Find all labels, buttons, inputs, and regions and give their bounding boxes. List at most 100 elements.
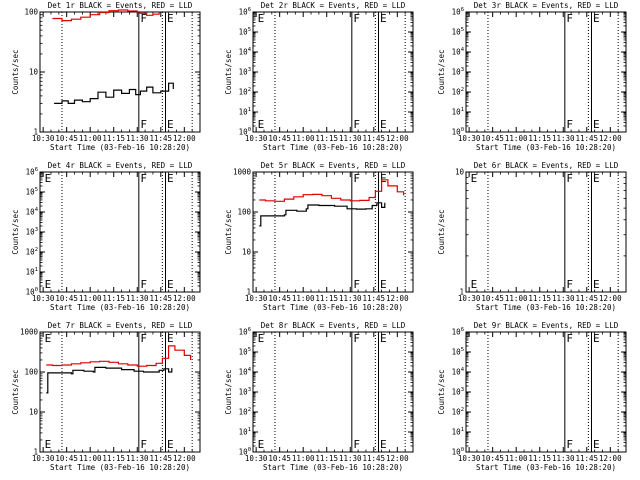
flag-marker-label: F — [566, 12, 573, 25]
flag-marker-label: E — [45, 438, 52, 451]
y-tick-label: 1 — [459, 288, 464, 297]
detector-panel: Det 6r BLACK = Events, RED = LLD 1 10 10:30… — [437, 161, 627, 312]
x-tick-label: 11:30 — [126, 134, 149, 143]
detector-panel: Det 9r BLACK = Events, RED = LLD 100 101 10… — [437, 321, 627, 472]
x-tick-label: 10:45 — [268, 454, 291, 463]
y-tick-label: 106 — [26, 167, 38, 177]
x-tick-label: 10:45 — [268, 294, 291, 303]
detector-panel: Det 3r BLACK = Events, RED = LLD 100 101 10… — [437, 1, 627, 152]
series-line-events — [259, 202, 386, 227]
detector-panel: Det 5r BLACK = Events, RED = LLD 1 10 100 10… — [224, 161, 414, 312]
y-tick-label: 102 — [26, 247, 38, 257]
plot-frame — [465, 11, 627, 133]
panel-title: Det 9r BLACK = Events, RED = LLD — [474, 321, 619, 330]
y-tick-label: 100 — [24, 368, 38, 377]
x-tick-label: 11:45 — [149, 454, 172, 463]
series-line-lld — [259, 179, 405, 202]
flag-marker-label: F — [140, 438, 147, 451]
y-tick-label: 101 — [239, 107, 251, 117]
y-axis-label: Counts/sec — [437, 209, 446, 254]
y-tick-label: 104 — [452, 47, 465, 57]
x-tick-label: 10:30 — [32, 454, 55, 463]
y-tick-label: 106 — [452, 327, 464, 337]
y-tick-label: 10 — [242, 248, 252, 257]
y-tick-label: 105 — [239, 27, 251, 37]
x-tick-label: 11:45 — [149, 294, 172, 303]
panel-title: Det 5r BLACK = Events, RED = LLD — [261, 161, 406, 170]
flag-marker-label: E — [167, 12, 174, 25]
x-tick-label: 10:45 — [268, 134, 291, 143]
flag-marker-label: E — [593, 438, 600, 451]
detector-panel: Det 7r BLACK = Events, RED = LLD 1 10 100 10… — [11, 321, 201, 472]
y-tick-label: 103 — [26, 227, 38, 237]
x-tick-label: 11:30 — [126, 294, 149, 303]
panel-title: Det 1r BLACK = Events, RED = LLD — [48, 1, 193, 10]
flag-marker-label: F — [353, 332, 360, 345]
y-tick-label: 103 — [239, 387, 251, 397]
x-tick-label: 11:15 — [315, 134, 338, 143]
x-tick-label: 10:45 — [55, 134, 78, 143]
plot-frame — [39, 11, 201, 133]
flag-marker-label: E — [45, 332, 52, 345]
flag-marker-label: E — [593, 172, 600, 185]
x-tick-label: 11:00 — [505, 294, 528, 303]
x-tick-label: 10:30 — [245, 134, 268, 143]
flag-marker-label: E — [258, 332, 265, 345]
flag-marker-label: E — [380, 118, 387, 131]
x-tick-label: 12:00 — [599, 454, 622, 463]
flag-marker-label: F — [353, 118, 360, 131]
y-tick-label: 105 — [26, 187, 38, 197]
x-tick-label: 11:15 — [102, 454, 125, 463]
plot-frame — [252, 11, 414, 133]
y-axis-label: Counts/sec — [11, 369, 20, 414]
y-tick-label: 102 — [239, 87, 251, 97]
x-tick-label: 10:45 — [481, 294, 504, 303]
x-tick-label: 11:30 — [126, 454, 149, 463]
x-tick-label: 10:30 — [245, 294, 268, 303]
x-tick-label: 11:00 — [292, 454, 315, 463]
y-tick-label: 104 — [26, 207, 39, 217]
detector-panel: Det 1r BLACK = Events, RED = LLD 1 10 100 10… — [11, 1, 201, 152]
flag-marker-label: F — [566, 118, 573, 131]
x-tick-label: 10:45 — [481, 454, 504, 463]
x-tick-label: 10:30 — [458, 294, 481, 303]
plot-frame — [465, 171, 627, 293]
y-tick-label: 101 — [452, 107, 464, 117]
panel-title: Det 6r BLACK = Events, RED = LLD — [474, 161, 619, 170]
flag-marker-label: E — [593, 12, 600, 25]
y-tick-label: 100 — [239, 447, 251, 457]
y-tick-label: 10 — [29, 68, 39, 77]
y-tick-label: 100 — [239, 127, 251, 137]
series-line-lld — [52, 9, 160, 22]
y-tick-label: 105 — [452, 27, 464, 37]
panel-title: Det 2r BLACK = Events, RED = LLD — [261, 1, 406, 10]
y-tick-label: 100 — [26, 287, 38, 297]
y-tick-label: 103 — [452, 387, 464, 397]
x-tick-label: 11:30 — [552, 294, 575, 303]
x-tick-label: 11:45 — [149, 134, 172, 143]
flag-marker-label: E — [380, 172, 387, 185]
flag-marker-label: F — [353, 172, 360, 185]
y-tick-label: 103 — [239, 67, 251, 77]
y-tick-label: 101 — [239, 427, 251, 437]
x-tick-label: 11:45 — [362, 454, 385, 463]
flag-marker-label: E — [167, 438, 174, 451]
x-tick-label: 11:30 — [339, 454, 362, 463]
y-tick-label: 104 — [239, 47, 252, 57]
flag-marker-label: E — [167, 278, 174, 291]
flag-marker-label: E — [471, 172, 478, 185]
flag-marker-label: E — [593, 278, 600, 291]
y-tick-label: 1 — [33, 128, 38, 137]
x-tick-label: 11:45 — [575, 454, 598, 463]
x-tick-label: 11:15 — [315, 454, 338, 463]
x-tick-label: 10:30 — [32, 294, 55, 303]
y-tick-label: 10 — [29, 408, 39, 417]
y-axis-label: Counts/sec — [224, 209, 233, 254]
x-tick-label: 11:45 — [575, 134, 598, 143]
x-tick-label: 11:15 — [315, 294, 338, 303]
plot-frame — [252, 331, 414, 453]
y-tick-label: 1000 — [233, 168, 252, 177]
x-tick-label: 12:00 — [386, 134, 409, 143]
y-tick-label: 101 — [26, 267, 38, 277]
